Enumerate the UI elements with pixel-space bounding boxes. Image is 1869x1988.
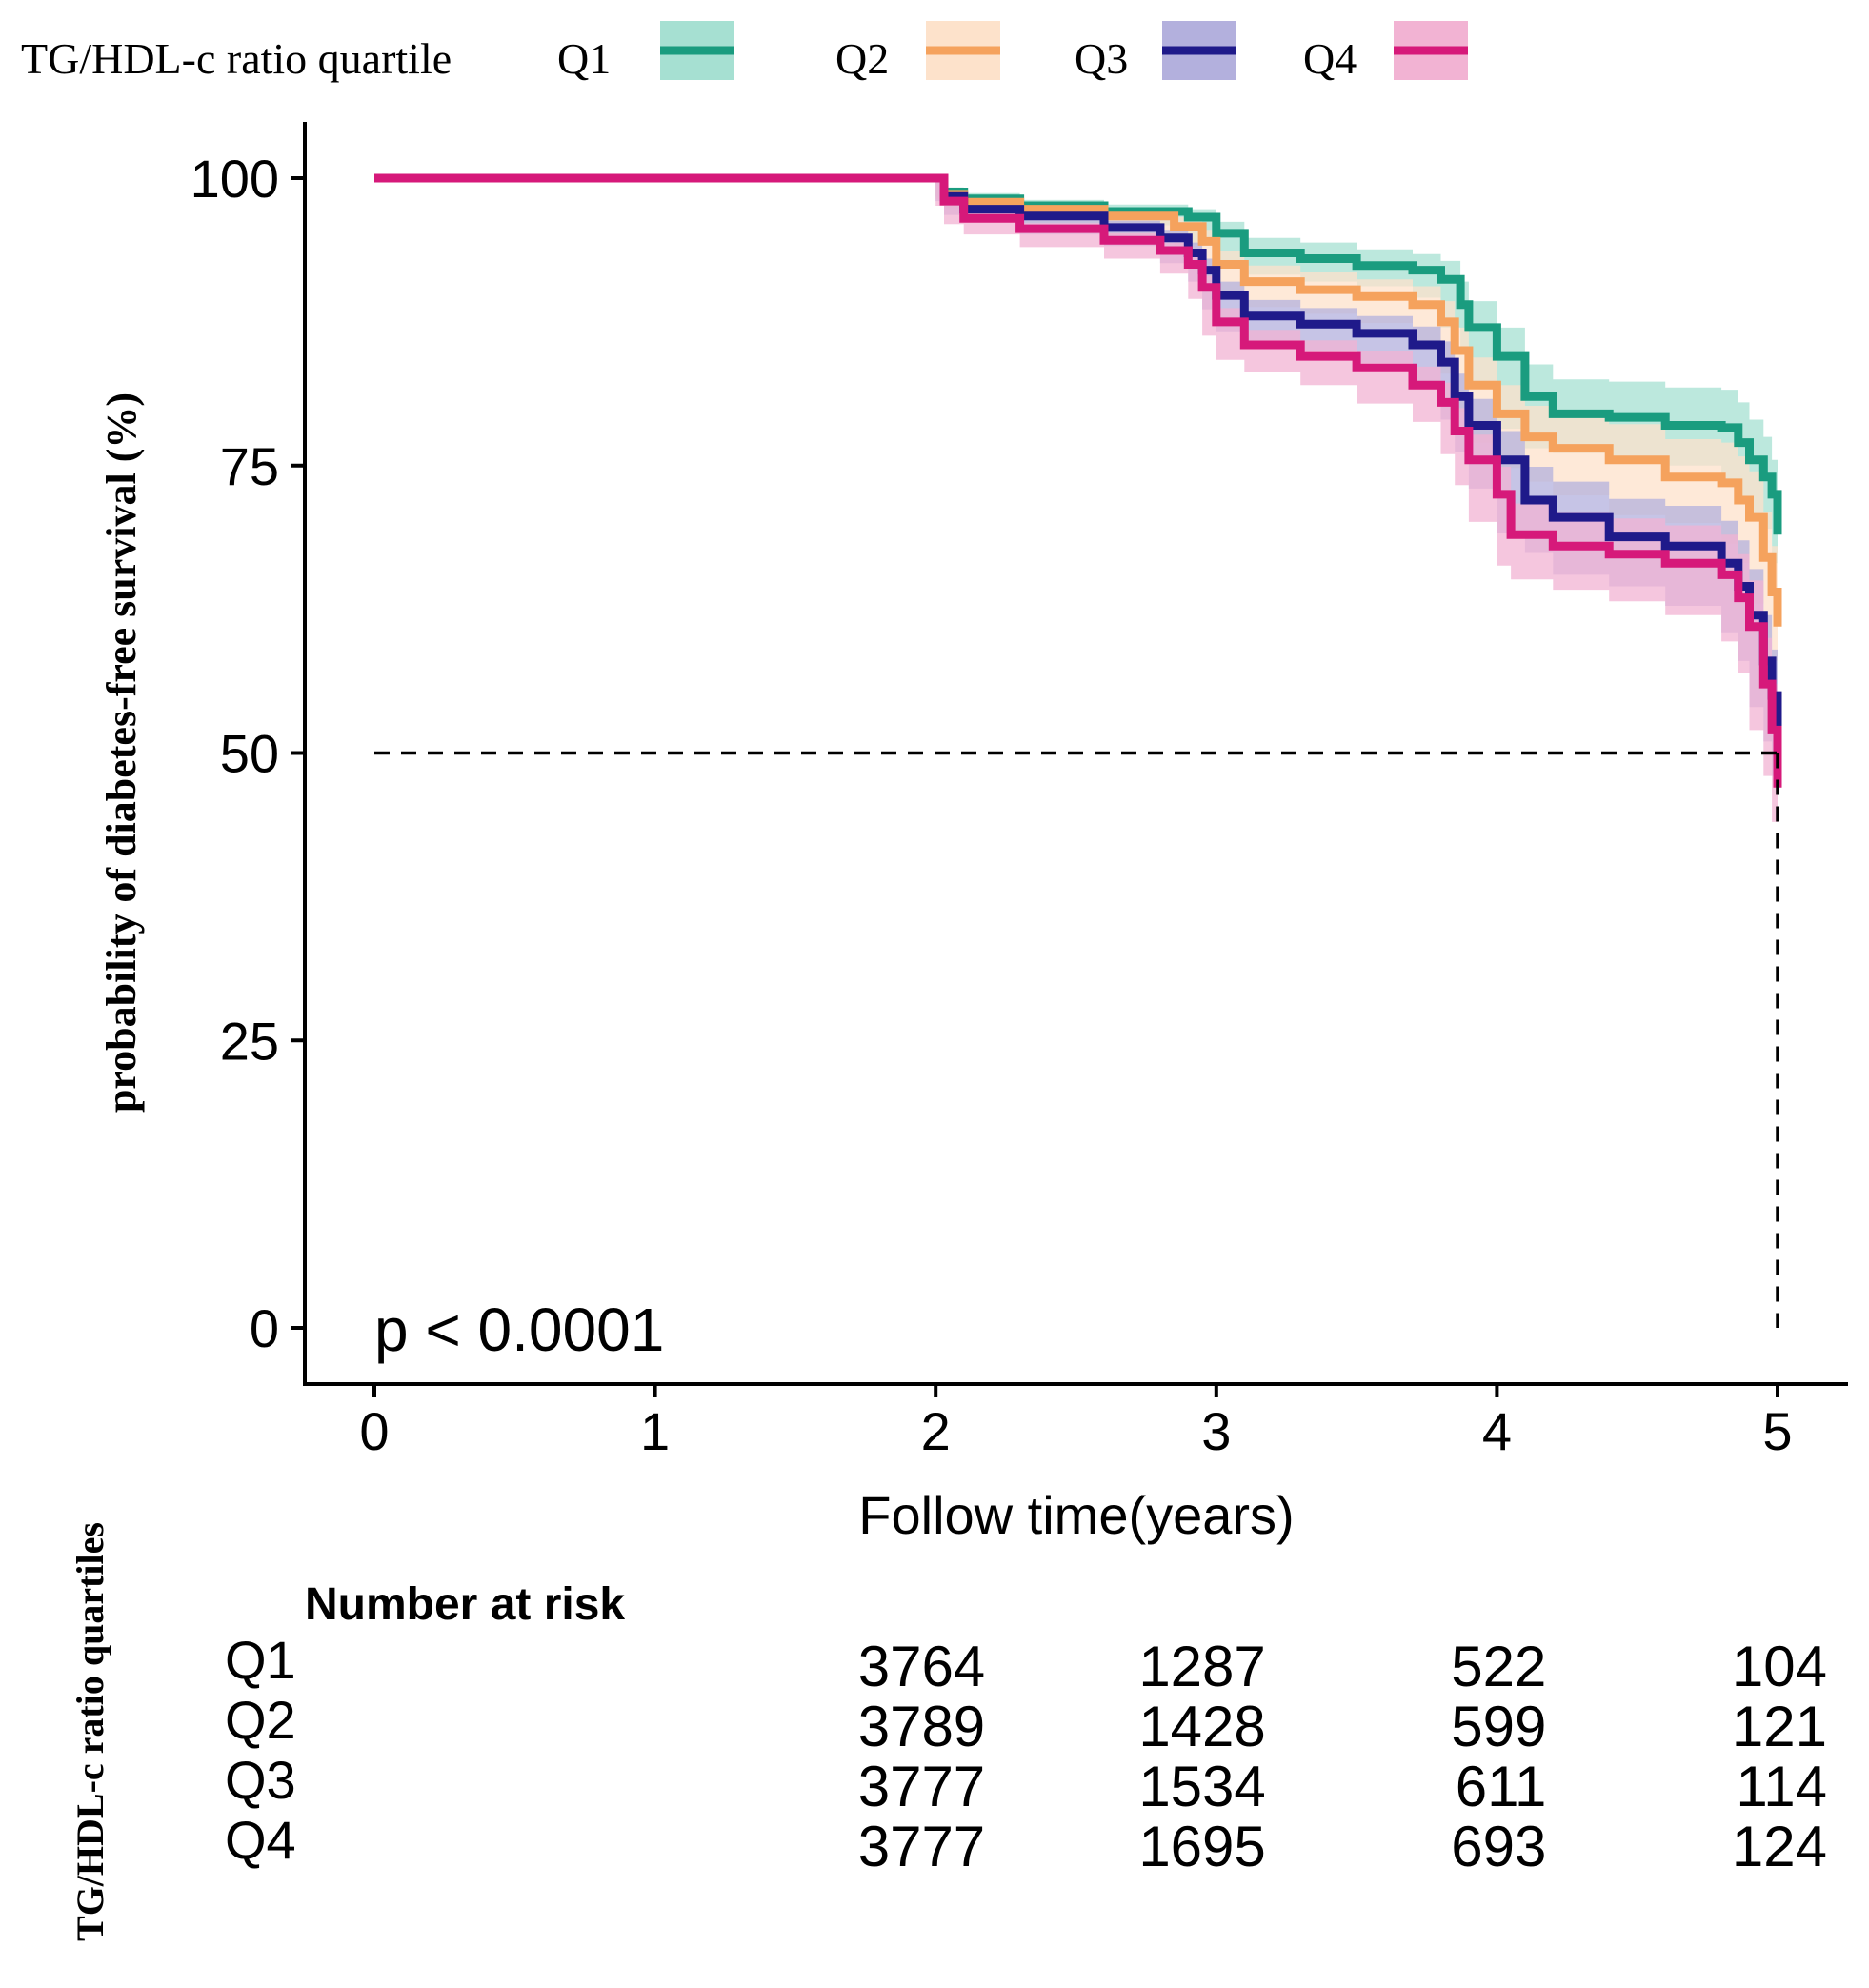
legend-label-q2: Q2 (835, 34, 889, 83)
risk-count-q1-t3: 1287 (1138, 1635, 1265, 1698)
y-tick-label-0: 0 (250, 1298, 279, 1358)
legend-label-q4: Q4 (1303, 34, 1357, 83)
survival-line-q4 (374, 173, 1782, 788)
risk-count-q3-t3: 1534 (1138, 1755, 1265, 1818)
risk-row-label-q3: Q3 (225, 1750, 296, 1810)
x-tick-label-3: 3 (1201, 1401, 1231, 1461)
risk-count-q2-t3: 1428 (1138, 1695, 1265, 1758)
legend-label-q1: Q1 (557, 34, 611, 83)
x-tick-label-5: 5 (1762, 1401, 1792, 1461)
risk-count-q3-t4: 611 (1456, 1755, 1547, 1818)
ci-band-q2 (374, 178, 1778, 661)
y-tick-label-75: 75 (220, 436, 279, 496)
risk-count-q3-t5: 114 (1736, 1755, 1827, 1818)
risk-count-q3-t2: 3777 (858, 1755, 985, 1818)
risk-count-q4-t4: 693 (1451, 1815, 1546, 1878)
risk-table-title: Number at risk (305, 1579, 625, 1630)
risk-count-q2-t5: 121 (1732, 1695, 1827, 1758)
risk-table: Number at risk TG/HDL-c ratio quartiles … (69, 1522, 1827, 1941)
y-tick-label-100: 100 (191, 149, 279, 209)
legend-label-q3: Q3 (1075, 34, 1128, 83)
legend: TG/HDL-c ratio quartile Q1 Q2 Q3 Q4 (21, 21, 1468, 83)
ci-band-q3 (374, 178, 1778, 776)
p-value-annotation: p < 0.0001 (374, 1295, 664, 1364)
risk-row-label-q4: Q4 (225, 1810, 296, 1870)
x-tick-label-4: 4 (1482, 1401, 1512, 1461)
x-tick-label-2: 2 (921, 1401, 951, 1461)
risk-count-q2-t4: 599 (1451, 1695, 1546, 1758)
risk-count-q4-t3: 1695 (1138, 1815, 1265, 1878)
confidence-bands (374, 178, 1778, 822)
risk-count-q1-t4: 522 (1451, 1635, 1546, 1698)
y-ticks: 0 25 50 75 100 (191, 149, 305, 1358)
ci-band-q4 (374, 178, 1778, 822)
survival-curves (374, 173, 1782, 788)
risk-table-side-label: TG/HDL-c ratio quartiles (69, 1522, 111, 1941)
x-axis-label: Follow time(years) (858, 1485, 1294, 1545)
y-axis-label: probability of diabetes-free survival (%… (98, 392, 145, 1113)
y-tick-label-25: 25 (220, 1011, 279, 1071)
x-ticks: 0 1 2 3 4 5 (359, 1384, 1793, 1461)
risk-row-label-q1: Q1 (225, 1630, 296, 1690)
risk-count-q1-t2: 3764 (858, 1635, 985, 1698)
risk-count-q4-t5: 124 (1732, 1815, 1827, 1878)
y-tick-label-50: 50 (220, 724, 279, 784)
legend-title: TG/HDL-c ratio quartile (21, 34, 452, 83)
x-tick-label-0: 0 (359, 1401, 389, 1461)
risk-count-q2-t2: 3789 (858, 1695, 985, 1758)
risk-count-q1-t5: 104 (1732, 1635, 1827, 1698)
x-tick-label-1: 1 (640, 1401, 670, 1461)
risk-count-q4-t2: 3777 (858, 1815, 985, 1878)
risk-row-label-q2: Q2 (225, 1690, 296, 1750)
